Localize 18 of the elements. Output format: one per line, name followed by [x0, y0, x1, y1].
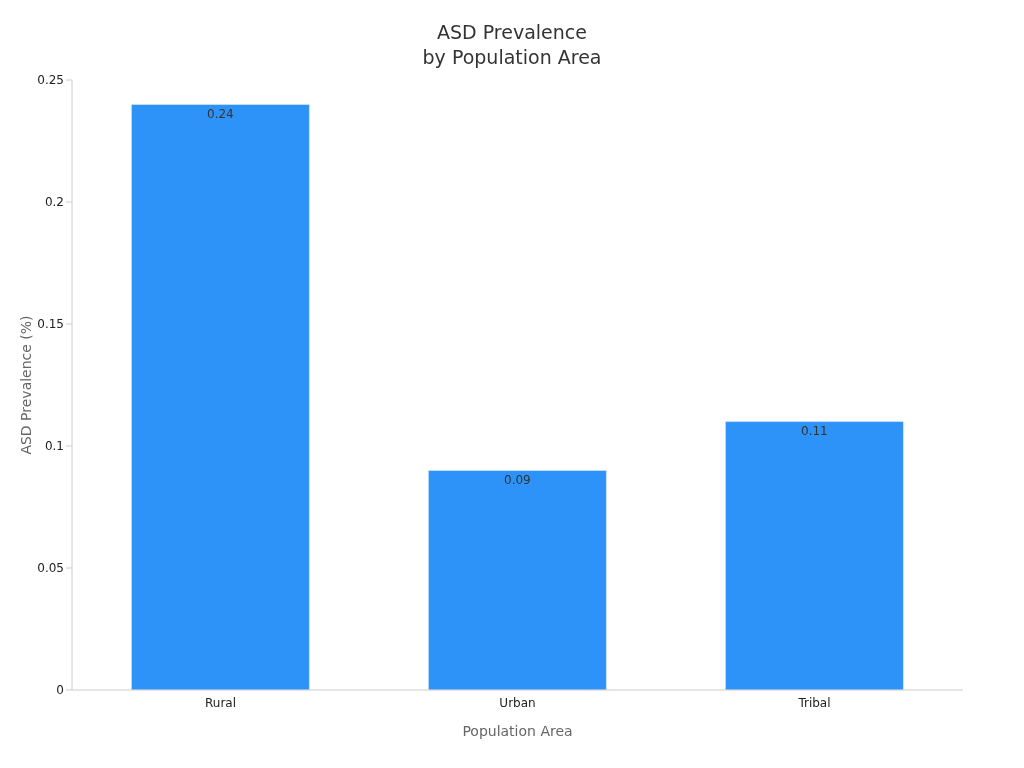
bar — [427, 469, 607, 690]
bar — [130, 103, 310, 690]
x-tick-label: Urban — [499, 695, 536, 710]
y-tick-label: 0 — [56, 683, 64, 698]
bar — [724, 421, 904, 690]
x-tick-label: Tribal — [797, 695, 831, 710]
y-axis-title: ASD Prevalence (%) — [17, 315, 34, 455]
y-tick-label: 0.05 — [37, 561, 64, 576]
y-tick-label: 0.25 — [37, 73, 64, 88]
y-tick-label: 0.15 — [37, 317, 64, 332]
data-label: 0.11 — [801, 424, 828, 439]
x-axis-title: Population Area — [462, 723, 573, 739]
x-tick-label: Rural — [204, 695, 237, 710]
y-tick-label: 0.1 — [44, 439, 64, 454]
y-tick-label: 0.2 — [44, 195, 64, 210]
data-label: 0.24 — [207, 106, 234, 121]
chart-title: ASD Prevalence by Population Area — [421, 20, 603, 70]
data-label: 0.09 — [504, 472, 531, 487]
